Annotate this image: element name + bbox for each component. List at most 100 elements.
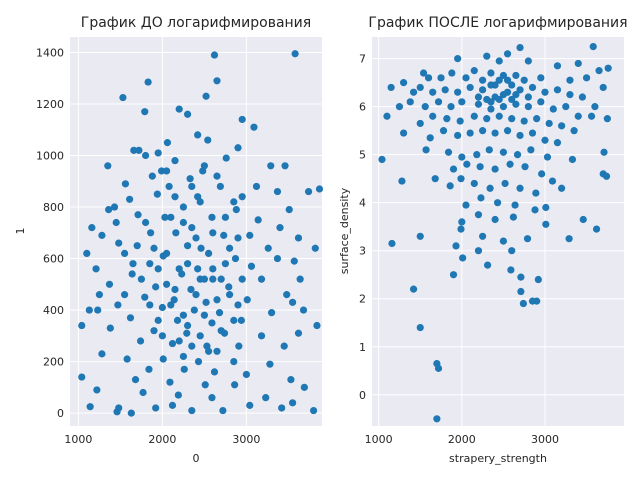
y-tick-label: 0 xyxy=(57,407,64,420)
scatter-point xyxy=(196,198,204,206)
scatter-point xyxy=(429,112,437,120)
scatter-point xyxy=(187,285,195,294)
scatter-point xyxy=(483,115,491,123)
scatter-point xyxy=(300,383,308,391)
scatter-point xyxy=(121,249,129,257)
scatter-point xyxy=(221,260,229,268)
scatter-point xyxy=(179,352,187,361)
scatter-point xyxy=(579,215,587,224)
scatter-point xyxy=(456,117,464,125)
scatter-point xyxy=(501,179,509,188)
scatter-point xyxy=(127,409,135,417)
scatter-point xyxy=(131,376,140,384)
scatter-point xyxy=(175,337,183,345)
scatter-point xyxy=(426,134,434,142)
scatter-point xyxy=(565,235,573,243)
y-axis-label: 1 xyxy=(14,228,27,235)
scatter-point xyxy=(142,218,150,227)
scatter-point xyxy=(93,386,101,394)
scatter-point xyxy=(213,77,221,85)
scatter-point xyxy=(574,112,582,120)
scatter-point xyxy=(479,76,487,84)
scatter-point xyxy=(262,394,270,402)
scatter-point xyxy=(83,249,91,257)
scatter-point xyxy=(219,406,227,415)
scatter-point xyxy=(491,165,499,173)
scatter-point xyxy=(387,83,395,92)
scatter-point xyxy=(194,131,202,139)
scatter-point xyxy=(179,203,187,211)
scatter-point xyxy=(194,357,203,366)
scatter-point xyxy=(508,81,516,89)
scatter-point xyxy=(141,108,149,116)
scatter-point xyxy=(541,88,549,96)
scatter-point xyxy=(146,260,154,268)
scatter-point xyxy=(225,283,233,291)
scatter-point xyxy=(454,88,462,96)
scatter-point xyxy=(499,103,508,111)
scatter-point xyxy=(491,129,499,137)
scatter-point xyxy=(205,249,213,257)
scatter-point xyxy=(267,162,275,170)
scatter-point xyxy=(517,287,525,296)
scatter-point xyxy=(507,266,515,274)
scatter-point xyxy=(457,225,465,233)
scatter-point xyxy=(281,162,289,170)
y-tick-label: 3 xyxy=(359,245,366,258)
scatter-point xyxy=(171,285,179,294)
scatter-point xyxy=(495,112,503,120)
scatter-point xyxy=(200,162,208,170)
scatter-point xyxy=(172,229,180,237)
scatter-point xyxy=(273,187,282,196)
scatter-point xyxy=(159,355,167,363)
scatter-point xyxy=(424,74,433,82)
scatter-point xyxy=(238,193,246,201)
scatter-point xyxy=(234,301,242,309)
scatter-point xyxy=(174,391,182,399)
scatter-point xyxy=(503,127,512,135)
scatter-point xyxy=(542,203,550,212)
scatter-point xyxy=(521,163,529,171)
scatter-point xyxy=(553,86,562,94)
points xyxy=(378,43,612,423)
tick-labels: 1000 2000 3000 0 1 2 3 4 5 6 7 xyxy=(359,53,559,446)
scatter-point xyxy=(545,119,553,128)
scatter-point xyxy=(141,293,149,301)
scatter-point xyxy=(180,365,188,373)
scatter-point xyxy=(230,316,238,324)
scatter-point xyxy=(166,378,174,386)
scatter-point xyxy=(315,185,324,193)
scatter-point xyxy=(553,139,562,147)
x-tick-label: 2000 xyxy=(148,433,176,446)
scatter-point xyxy=(587,112,596,120)
scatter-point xyxy=(602,172,611,180)
scatter-point xyxy=(508,247,516,255)
scatter-point xyxy=(534,275,542,284)
scatter-point xyxy=(184,110,192,118)
scatter-point xyxy=(78,373,86,381)
scatter-point xyxy=(311,244,319,252)
scatter-point xyxy=(548,177,557,185)
scatter-point xyxy=(406,98,414,106)
scatter-point xyxy=(264,244,272,252)
scatter-point xyxy=(532,189,540,197)
scatter-point xyxy=(477,194,485,202)
scatter-point xyxy=(280,342,288,350)
scatter-point xyxy=(158,303,166,312)
scatter-point xyxy=(242,370,250,379)
scatter-point xyxy=(114,301,122,309)
scatter-point xyxy=(105,206,113,214)
y-tick-label: 6 xyxy=(359,101,366,114)
scatter-point xyxy=(400,79,408,87)
scatter-point xyxy=(168,401,177,409)
scatter-point xyxy=(188,406,196,415)
scatter-point xyxy=(153,190,161,198)
scatter-point xyxy=(154,265,162,273)
scatter-point xyxy=(115,239,123,247)
scatter-point xyxy=(173,316,182,324)
scatter-point xyxy=(163,139,172,147)
scatter-point xyxy=(134,211,142,219)
scatter-point xyxy=(130,146,138,154)
scatter-point xyxy=(429,88,437,96)
scatter-point xyxy=(194,265,202,273)
